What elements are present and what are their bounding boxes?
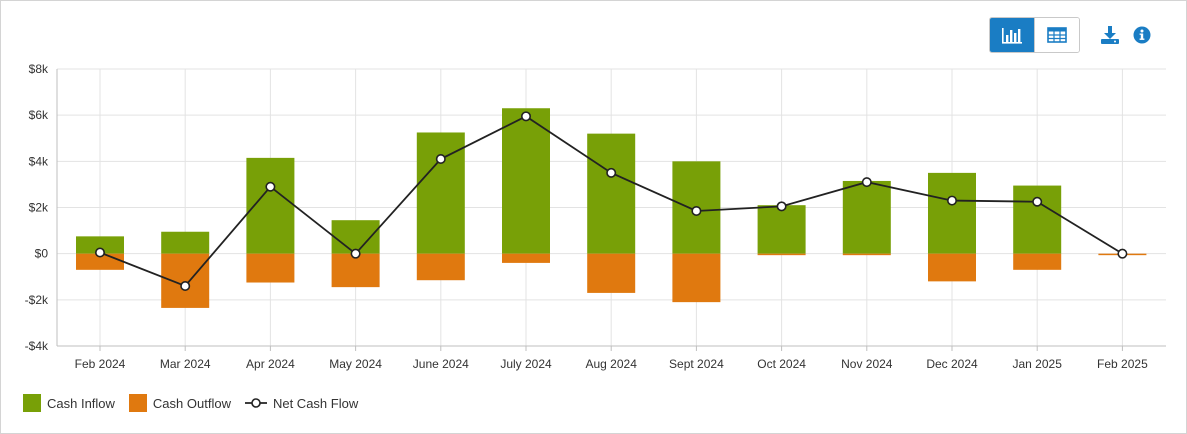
inflow-bar[interactable] — [502, 108, 550, 254]
net-point[interactable] — [606, 167, 617, 178]
view-toggle — [989, 17, 1080, 53]
x-tick-label: Jan 2025 — [1013, 357, 1063, 371]
y-tick-label: -$2k — [25, 293, 49, 307]
y-tick-label: $2k — [29, 201, 49, 215]
outflow-swatch — [128, 394, 147, 412]
x-tick-labels: Feb 2024 Mar 2024 Apr 2024 May 2024 June 202… — [75, 346, 1148, 371]
net-point[interactable] — [180, 280, 191, 291]
net-line-symbol — [244, 398, 267, 408]
legend-item-net[interactable]: Net Cash Flow — [244, 394, 359, 412]
y-tick-label: $6k — [29, 108, 49, 122]
x-tick-label: July 2024 — [500, 357, 552, 371]
x-tick-label: May 2024 — [329, 357, 382, 371]
x-tick-label: Sept 2024 — [669, 357, 724, 371]
chart-toolbar — [989, 17, 1158, 53]
y-tick-label: $4k — [29, 154, 49, 168]
y-tick-label: -$4k — [25, 339, 49, 353]
table-icon — [1047, 27, 1067, 43]
bar-chart-icon — [1002, 28, 1022, 44]
x-tick-label: Apr 2024 — [246, 357, 295, 371]
x-tick-label: Mar 2024 — [160, 357, 211, 371]
net-point[interactable] — [435, 154, 446, 165]
info-button[interactable] — [1126, 18, 1158, 52]
inflow-bar[interactable] — [757, 205, 806, 254]
net-point[interactable] — [1032, 196, 1043, 207]
net-point[interactable] — [776, 201, 787, 212]
net-line — [95, 111, 1128, 291]
net-point[interactable] — [520, 111, 531, 122]
outflow-bar[interactable] — [842, 253, 891, 256]
y-tick-label: $8k — [29, 62, 49, 76]
net-point[interactable] — [95, 247, 106, 258]
legend: Cash Inflow Cash Outflow Net Cash Flow — [23, 394, 372, 412]
inflow-bar[interactable] — [331, 220, 380, 254]
x-tick-label: Feb 2024 — [75, 357, 126, 371]
inflow-bar[interactable] — [928, 172, 976, 254]
inflow-swatch — [23, 394, 41, 412]
legend-label-net: Net Cash Flow — [272, 395, 359, 411]
net-point[interactable] — [946, 195, 957, 206]
outflow-bar[interactable] — [502, 253, 550, 263]
net-point[interactable] — [691, 205, 702, 216]
outflow-bar[interactable] — [161, 253, 210, 308]
inflow-bar[interactable] — [587, 133, 636, 254]
net-point[interactable] — [265, 181, 276, 192]
inflow-bar[interactable] — [842, 180, 891, 254]
outflow-bar[interactable] — [416, 253, 465, 281]
inflow-bar[interactable] — [1013, 185, 1062, 254]
info-icon — [1133, 26, 1151, 44]
net-point[interactable] — [1117, 248, 1128, 259]
download-icon — [1101, 26, 1119, 44]
outflow-bar[interactable] — [331, 253, 380, 288]
outflow-bar[interactable] — [246, 253, 295, 283]
legend-item-inflow[interactable]: Cash Inflow — [23, 394, 115, 412]
x-tick-label: Dec 2024 — [926, 357, 978, 371]
inflow-bar[interactable] — [76, 236, 124, 254]
chart-view-button[interactable] — [990, 18, 1034, 52]
net-point[interactable] — [350, 248, 361, 259]
inflow-bar[interactable] — [161, 231, 210, 254]
net-point[interactable] — [861, 177, 872, 188]
outflow-bar[interactable] — [757, 253, 806, 256]
x-tick-label: Aug 2024 — [586, 357, 638, 371]
download-button[interactable] — [1094, 18, 1126, 52]
outflow-bar[interactable] — [928, 253, 976, 282]
outflow-bar[interactable] — [587, 253, 636, 293]
y-tick-label: $0 — [35, 247, 49, 261]
table-view-button[interactable] — [1034, 18, 1079, 52]
y-tick-labels: -$4k -$2k $0 $2k $4k $6k $8k — [25, 62, 49, 353]
outflow-bar[interactable] — [1013, 253, 1062, 270]
x-tick-label: Nov 2024 — [841, 357, 893, 371]
bars — [76, 108, 1147, 308]
x-tick-label: June 2024 — [413, 357, 469, 371]
cash-flow-chart: -$4k -$2k $0 $2k $4k $6k $8k Feb 2024 Mar 2024 A… — [25, 62, 1166, 371]
legend-item-outflow[interactable]: Cash Outflow — [128, 394, 231, 412]
legend-label-inflow: Cash Inflow — [47, 395, 115, 411]
x-tick-label: Oct 2024 — [757, 357, 806, 371]
legend-label-outflow: Cash Outflow — [152, 395, 231, 411]
inflow-bar[interactable] — [416, 132, 465, 254]
outflow-bar[interactable] — [672, 253, 721, 303]
x-tick-label: Feb 2025 — [1097, 357, 1148, 371]
